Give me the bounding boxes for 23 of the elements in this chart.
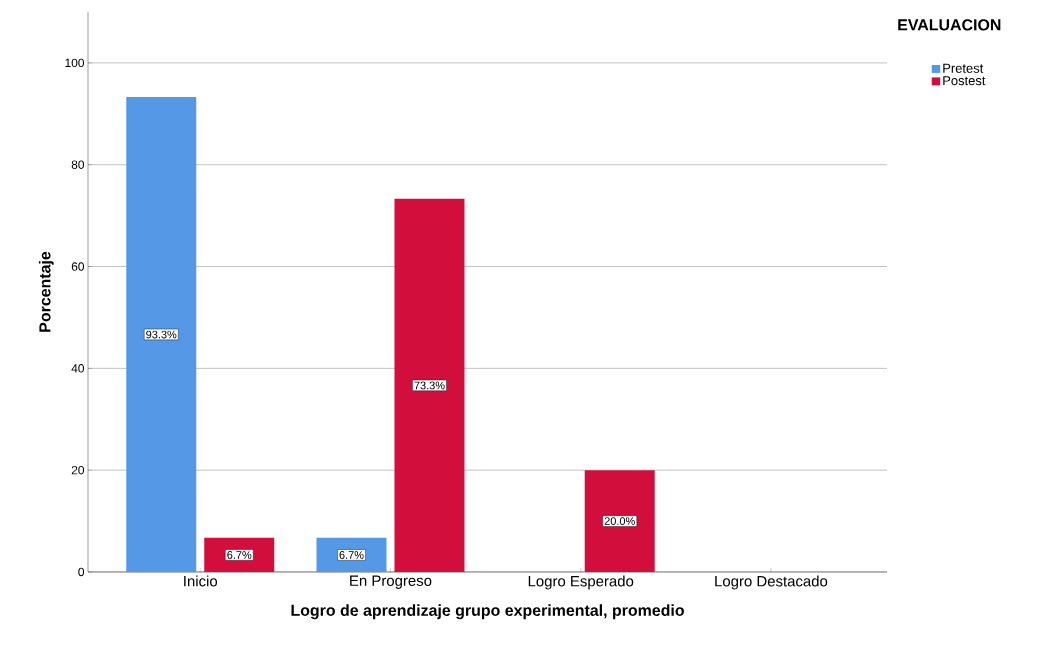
bar bbox=[394, 198, 465, 572]
legend-title: EVALUACION bbox=[898, 19, 1001, 31]
y-axis-title: Porcentaje bbox=[38, 251, 54, 332]
x-tick-label: Logro Destacado bbox=[715, 575, 828, 590]
y-tick-label: 100 bbox=[65, 58, 85, 68]
y-tick-label: 20 bbox=[71, 465, 85, 475]
data-label: 73.3% bbox=[414, 381, 445, 390]
x-tick-label: En Progreso bbox=[350, 575, 432, 589]
legend-label: Pretest bbox=[943, 63, 984, 73]
data-label: 6.7% bbox=[227, 551, 252, 559]
y-tick-label: 40 bbox=[71, 364, 85, 373]
y-tick-label: 60 bbox=[71, 262, 85, 271]
x-tick-label: Inicio bbox=[184, 575, 218, 587]
data-label: 93.3% bbox=[146, 330, 177, 339]
bar bbox=[584, 470, 655, 572]
x-tick-label: Logro Esperado bbox=[528, 575, 634, 590]
data-label: 20.0% bbox=[604, 517, 635, 525]
y-tick-label: 80 bbox=[71, 160, 85, 169]
legend-label: Postest bbox=[943, 76, 986, 86]
data-label: 6.7% bbox=[339, 551, 364, 559]
bar bbox=[126, 97, 197, 572]
y-tick-label: 0 bbox=[78, 567, 85, 577]
x-axis-title: Logro de aprendizaje grupo experimental, promedio bbox=[291, 604, 684, 620]
